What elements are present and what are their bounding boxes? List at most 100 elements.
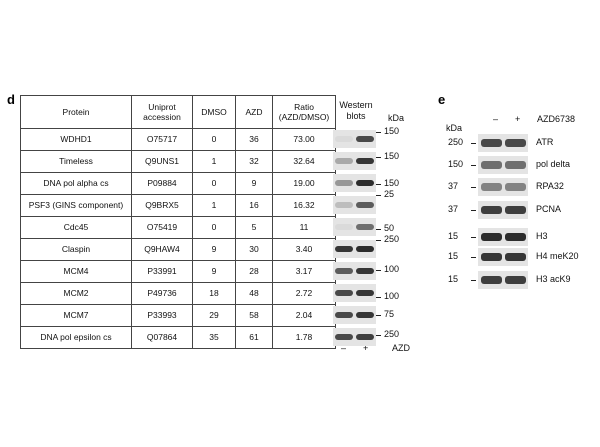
blot-strip <box>333 218 376 236</box>
table-cell: 16 <box>235 194 273 217</box>
marker-label: 100 <box>384 264 400 274</box>
marker-label: 150 <box>384 126 400 136</box>
table-cell: 58 <box>235 304 273 327</box>
blot-strip <box>333 328 376 346</box>
blot-band <box>335 246 353 252</box>
marker-label: 250 <box>384 234 400 244</box>
table-row: MCM7 P33993 29 58 2.04 <box>20 304 336 327</box>
marker-label: 150 <box>384 178 400 188</box>
marker-tick <box>471 143 476 144</box>
table-cell: 0 <box>192 216 236 239</box>
blot-strip <box>333 196 376 214</box>
header-cell: Protein <box>20 95 132 129</box>
marker-tick <box>376 335 381 336</box>
table-cell: Q9UNS1 <box>131 150 193 173</box>
blot-name: RPA32 <box>536 181 564 191</box>
marker-tick <box>376 132 381 133</box>
blot-name: H3 <box>536 231 548 241</box>
table-cell: Cdc45 <box>20 216 132 239</box>
table-cell: P33991 <box>131 260 193 283</box>
header-cell: AZD <box>235 95 273 129</box>
table-cell: 48 <box>235 282 273 305</box>
header-cell: Ratio (AZD/DMSO) <box>272 95 336 129</box>
marker-label: 75 <box>384 309 395 319</box>
blot-strip <box>478 178 528 196</box>
blot-band <box>356 246 374 252</box>
table-cell: 35 <box>192 326 236 349</box>
lane-label: – <box>341 343 347 353</box>
blot-band <box>505 206 526 214</box>
blot-band <box>356 334 374 340</box>
table-cell: 0 <box>192 128 236 151</box>
blot-band <box>335 158 353 164</box>
table-cell: 9 <box>192 260 236 283</box>
unit-label: kDa <box>446 123 463 133</box>
table-cell: 1.78 <box>272 326 336 349</box>
marker-label: 15 <box>448 251 459 261</box>
marker-label: 15 <box>448 231 459 241</box>
blot-strip <box>478 201 528 219</box>
table-row: MCM4 P33991 9 28 3.17 <box>20 260 336 283</box>
blot-band <box>335 224 353 230</box>
blot-band <box>356 312 374 318</box>
blot-strip <box>333 284 376 302</box>
marker-label: 250 <box>384 329 400 339</box>
table-cell: 18 <box>192 282 236 305</box>
marker-label: 100 <box>384 291 400 301</box>
marker-tick <box>471 257 476 258</box>
table-cell: 32.64 <box>272 150 336 173</box>
marker-tick <box>376 229 381 230</box>
blot-band <box>356 290 374 296</box>
table-cell: 9 <box>235 172 273 195</box>
table-row: MCM2 P49736 18 48 2.72 <box>20 282 336 305</box>
table-cell: DNA pol alpha cs <box>20 172 132 195</box>
table-cell: 36 <box>235 128 273 151</box>
marker-label: 15 <box>448 274 459 284</box>
blot-band <box>481 139 502 147</box>
blot-band <box>335 202 353 208</box>
table-cell: 3.17 <box>272 260 336 283</box>
table-cell: MCM2 <box>20 282 132 305</box>
marker-label: 37 <box>448 204 459 214</box>
treatment-label: AZD <box>392 343 410 353</box>
blot-strip <box>333 174 376 192</box>
table-cell: P33993 <box>131 304 193 327</box>
table-cell: O75419 <box>131 216 193 239</box>
table-cell: 11 <box>272 216 336 239</box>
table-cell: Q9HAW4 <box>131 238 193 261</box>
table-cell: Claspin <box>20 238 132 261</box>
table-row: DNA pol epsilon cs Q07864 35 61 1.78 <box>20 326 336 349</box>
header-cell: Uniprot accession <box>131 95 193 129</box>
marker-label: 150 <box>448 159 464 169</box>
blot-name: ATR <box>536 137 554 147</box>
table-cell: Timeless <box>20 150 132 173</box>
table-cell: 29 <box>192 304 236 327</box>
blot-band <box>505 276 526 284</box>
table-cell: 0 <box>192 172 236 195</box>
blot-band <box>335 334 353 340</box>
blot-band <box>356 202 374 208</box>
marker-tick <box>376 315 381 316</box>
table-row: Claspin Q9HAW4 9 30 3.40 <box>20 238 336 261</box>
marker-tick <box>376 157 381 158</box>
blot-strip <box>333 152 376 170</box>
lane-label: + <box>363 343 369 353</box>
blot-band <box>356 180 374 186</box>
blot-strip <box>478 248 528 266</box>
blot-band <box>481 276 502 284</box>
marker-label: 25 <box>384 189 395 199</box>
marker-tick <box>376 195 381 196</box>
table-cell: 61 <box>235 326 273 349</box>
table-cell: Q07864 <box>131 326 193 349</box>
header-cell: DMSO <box>192 95 236 129</box>
blot-band <box>356 224 374 230</box>
blot-strip <box>478 156 528 174</box>
table-cell: 28 <box>235 260 273 283</box>
blot-band <box>505 183 526 191</box>
table-cell: O75717 <box>131 128 193 151</box>
marker-tick <box>471 210 476 211</box>
marker-tick <box>471 280 476 281</box>
blot-band <box>356 158 374 164</box>
table-cell: 1 <box>192 194 236 217</box>
